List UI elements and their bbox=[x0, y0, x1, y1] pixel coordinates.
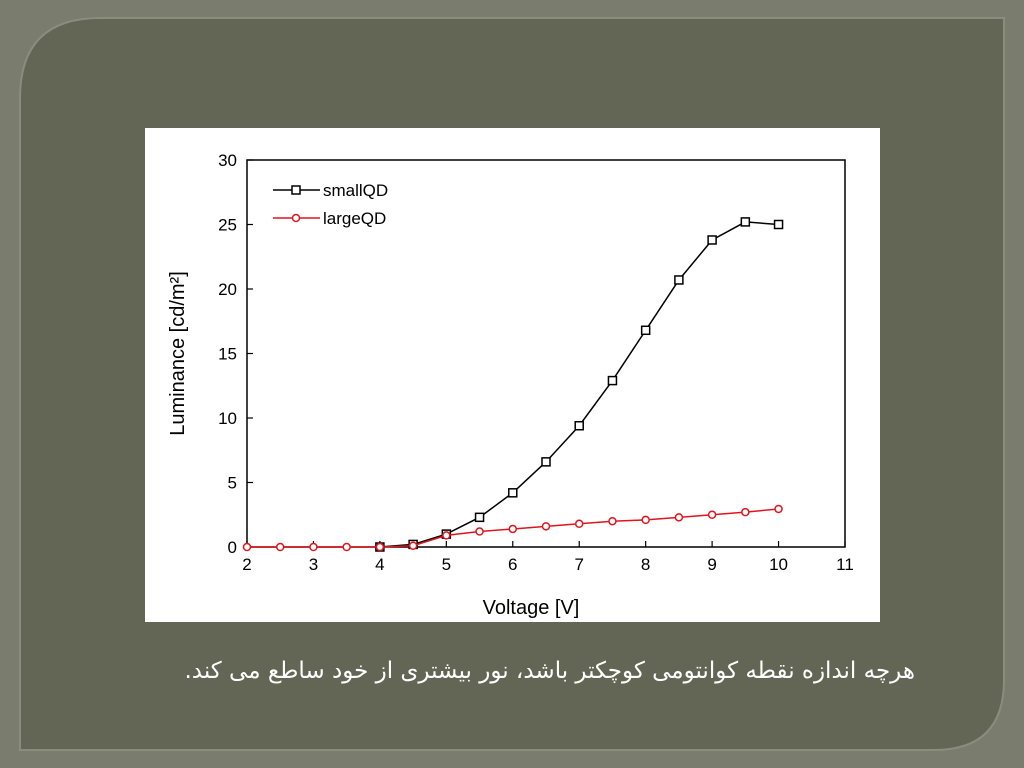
marker bbox=[309, 542, 318, 552]
x-tick-label: 10 bbox=[769, 555, 788, 574]
marker bbox=[574, 519, 584, 529]
x-tick-label: 9 bbox=[707, 555, 716, 574]
marker bbox=[442, 531, 451, 540]
marker bbox=[774, 504, 783, 514]
y-tick-label: 15 bbox=[218, 345, 237, 364]
y-tick-label: 25 bbox=[218, 216, 237, 235]
marker bbox=[408, 541, 418, 550]
chart-background bbox=[145, 128, 880, 622]
caption: هرچه اندازه نقطه کوانتومی کوچکتر باشد، ن… bbox=[184, 658, 915, 684]
y-tick-label: 5 bbox=[228, 474, 237, 493]
chart: 2 3 4 5 6 7 8 9 10 11 0 5 10 15 20 25 30 Voltage [V] Lumin… bbox=[167, 151, 854, 619]
marker bbox=[773, 219, 784, 230]
x-tick-label: 7 bbox=[574, 555, 583, 574]
marker bbox=[640, 325, 651, 336]
y-axis-label: Luminance [cd/m²] bbox=[167, 271, 189, 436]
legend-marker bbox=[291, 185, 301, 195]
x-tick-label: 4 bbox=[375, 555, 384, 574]
marker bbox=[275, 542, 285, 552]
marker bbox=[474, 512, 485, 523]
marker bbox=[475, 527, 484, 536]
x-axis-label: Voltage [V] bbox=[483, 597, 580, 619]
legend-label: smallQD bbox=[323, 181, 388, 200]
y-tick-label: 30 bbox=[218, 151, 237, 170]
marker bbox=[242, 542, 252, 552]
marker bbox=[508, 524, 518, 534]
marker bbox=[741, 507, 750, 517]
x-tick-label: 11 bbox=[836, 555, 854, 574]
marker bbox=[375, 542, 385, 552]
marker bbox=[508, 488, 518, 498]
marker bbox=[674, 275, 684, 285]
marker bbox=[541, 522, 551, 531]
x-tick-label: 8 bbox=[641, 555, 650, 574]
y-tick-label: 20 bbox=[218, 280, 237, 299]
legend-marker bbox=[291, 213, 301, 223]
x-tick-label: 5 bbox=[442, 555, 451, 574]
marker bbox=[674, 513, 684, 522]
marker bbox=[342, 542, 351, 552]
legend-label: largeQD bbox=[323, 209, 386, 228]
x-tick-label: 2 bbox=[242, 555, 251, 574]
marker bbox=[707, 510, 717, 519]
marker bbox=[541, 457, 551, 467]
x-tick-label: 3 bbox=[309, 555, 318, 574]
y-tick-label: 0 bbox=[228, 538, 237, 557]
y-tick-label: 10 bbox=[218, 409, 237, 428]
marker bbox=[707, 235, 717, 245]
marker bbox=[608, 516, 617, 526]
marker bbox=[740, 217, 751, 227]
marker bbox=[574, 420, 584, 431]
marker bbox=[641, 515, 650, 525]
marker bbox=[607, 375, 618, 386]
x-tick-label: 6 bbox=[508, 555, 517, 574]
